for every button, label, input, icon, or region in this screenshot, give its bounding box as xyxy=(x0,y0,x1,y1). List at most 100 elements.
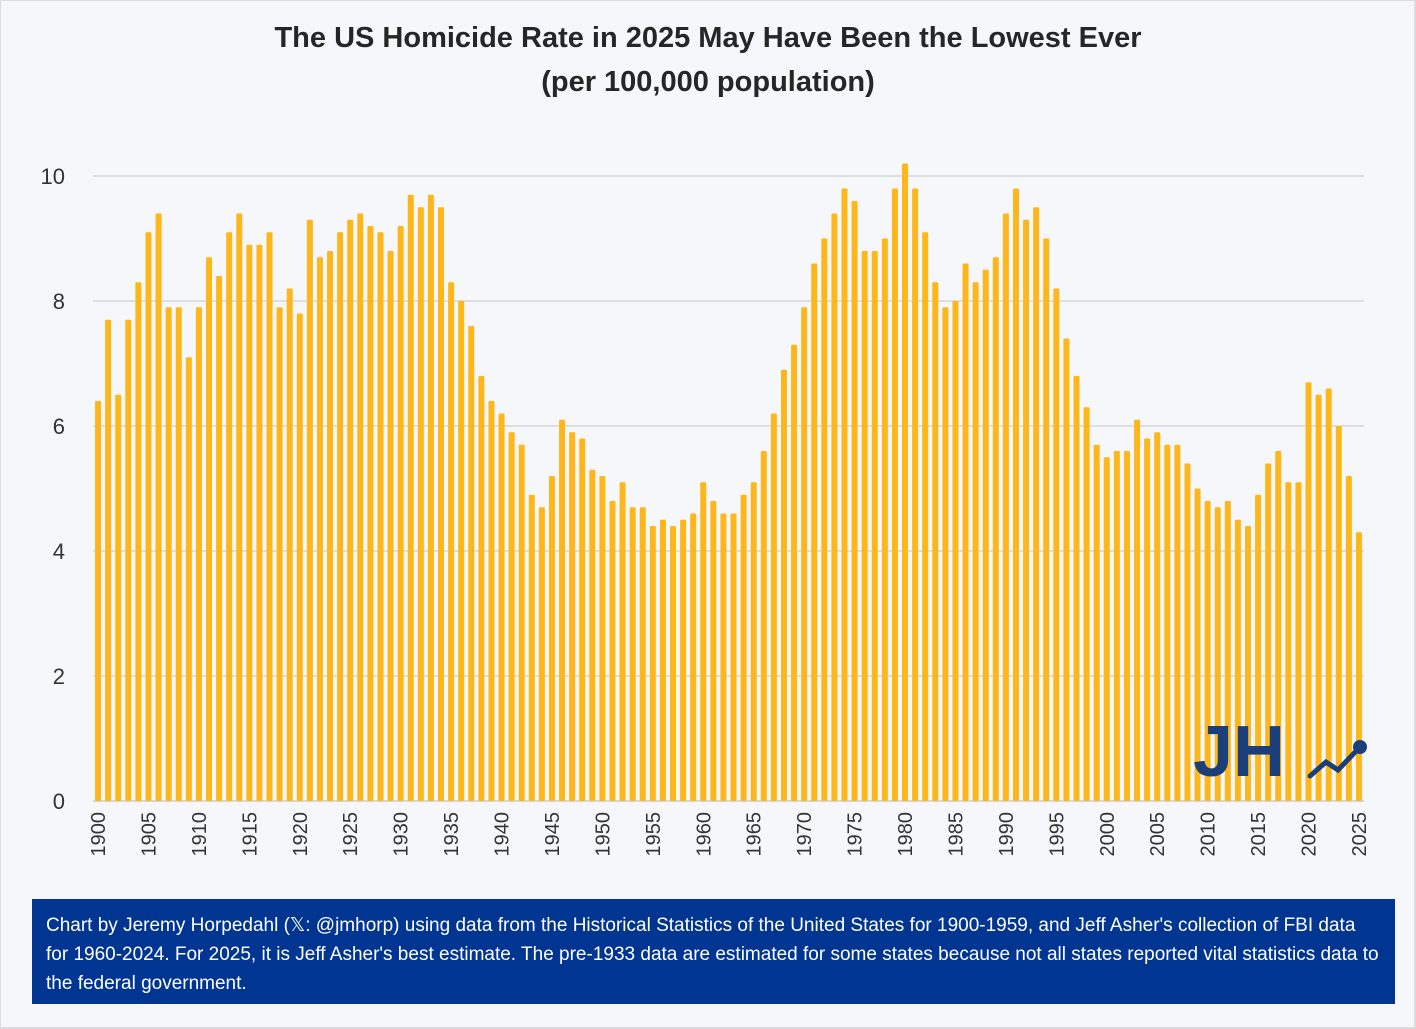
x-tick-label: 1990 xyxy=(996,812,1018,857)
bar-1937 xyxy=(468,326,475,801)
bar-1985 xyxy=(952,301,959,801)
bar-1994 xyxy=(1043,238,1050,801)
x-tick-label: 1905 xyxy=(138,812,160,857)
chart-subtitle: (per 100,000 population) xyxy=(541,66,875,98)
bar-1930 xyxy=(397,226,404,801)
x-tick-label: 1920 xyxy=(290,812,312,857)
y-tick-label: 8 xyxy=(53,289,65,314)
bar-1968 xyxy=(780,369,787,801)
bar-2025 xyxy=(1355,532,1362,801)
x-tick-label: 1940 xyxy=(492,812,514,857)
bar-1962 xyxy=(720,513,727,801)
x-tick-label: 1950 xyxy=(592,812,614,857)
bar-1976 xyxy=(861,251,868,801)
bar-1918 xyxy=(276,307,283,801)
bar-1991 xyxy=(1012,188,1019,801)
bar-2021 xyxy=(1315,394,1322,801)
bar-1971 xyxy=(811,263,818,801)
bar-1940 xyxy=(498,413,505,801)
bar-1953 xyxy=(629,507,636,801)
bar-1969 xyxy=(791,344,798,801)
y-tick-label: 2 xyxy=(53,664,65,689)
bar-1975 xyxy=(851,201,858,801)
bar-1966 xyxy=(760,451,767,801)
bar-1900 xyxy=(95,401,102,801)
bar-1909 xyxy=(185,357,192,801)
x-tick-label: 2005 xyxy=(1147,812,1169,857)
bar-1977 xyxy=(871,251,878,801)
bar-1974 xyxy=(841,188,848,801)
bar-1978 xyxy=(881,238,888,801)
bar-1995 xyxy=(1053,288,1060,801)
bar-1984 xyxy=(942,307,949,801)
bar-1929 xyxy=(387,251,394,801)
bar-1931 xyxy=(407,194,414,801)
bar-1934 xyxy=(438,207,445,801)
bar-1960 xyxy=(700,482,707,801)
bar-2011 xyxy=(1214,507,1221,801)
bar-1917 xyxy=(266,232,273,801)
bar-2015 xyxy=(1255,494,1262,801)
bar-1936 xyxy=(458,301,465,801)
x-tick-label: 1995 xyxy=(1046,812,1068,857)
bar-1959 xyxy=(690,513,697,801)
bar-1915 xyxy=(246,244,253,801)
bar-2014 xyxy=(1244,526,1251,801)
bar-2022 xyxy=(1325,388,1332,801)
x-tick-label: 1960 xyxy=(693,812,715,857)
bar-1919 xyxy=(286,288,293,801)
bar-2002 xyxy=(1123,451,1130,801)
bar-2006 xyxy=(1164,444,1171,801)
bar-1961 xyxy=(710,501,717,801)
bar-1998 xyxy=(1083,407,1090,801)
bar-2008 xyxy=(1184,463,1191,801)
bar-1939 xyxy=(488,401,495,801)
bar-1946 xyxy=(559,419,566,801)
bar-1908 xyxy=(175,307,182,801)
bar-1967 xyxy=(770,413,777,801)
x-tick-label: 1930 xyxy=(391,812,413,857)
bars xyxy=(95,163,1362,801)
gridlines xyxy=(93,175,1364,802)
bar-1905 xyxy=(145,232,152,801)
bar-1958 xyxy=(680,519,687,801)
bar-1924 xyxy=(337,232,344,801)
bar-1912 xyxy=(216,276,223,801)
bar-1955 xyxy=(649,526,656,801)
x-tick-label: 1910 xyxy=(189,812,211,857)
bar-1907 xyxy=(165,307,172,801)
bar-1972 xyxy=(821,238,828,801)
bar-1973 xyxy=(831,213,838,801)
bar-1913 xyxy=(226,232,233,801)
bar-2012 xyxy=(1224,501,1231,801)
bar-2009 xyxy=(1194,488,1201,801)
bar-1951 xyxy=(609,501,616,801)
x-tick-label: 1900 xyxy=(88,812,110,857)
bar-1982 xyxy=(922,232,929,801)
bar-1990 xyxy=(1002,213,1009,801)
x-tick-label: 1985 xyxy=(945,812,967,857)
bar-1948 xyxy=(579,438,586,801)
bar-1920 xyxy=(296,313,303,801)
bar-1901 xyxy=(105,319,112,801)
bar-1993 xyxy=(1033,207,1040,801)
bar-1927 xyxy=(367,226,374,801)
bar-2010 xyxy=(1204,501,1211,801)
x-axis-ticks: 1900 1905 1910 1915 1920 1925 1930 1935 1940 1945… xyxy=(88,812,1371,857)
bar-2013 xyxy=(1234,519,1241,801)
bar-1925 xyxy=(347,219,354,801)
chart-title: The US Homicide Rate in 2025 May Have Be… xyxy=(274,22,1142,54)
bar-1957 xyxy=(670,526,677,801)
bar-1956 xyxy=(659,519,666,801)
x-tick-label: 2025 xyxy=(1349,812,1371,857)
bar-1952 xyxy=(619,482,626,801)
bar-1903 xyxy=(125,319,132,801)
bar-1906 xyxy=(155,213,162,801)
bar-1922 xyxy=(316,257,323,801)
x-tick-label: 1925 xyxy=(340,812,362,857)
bar-1911 xyxy=(206,257,213,801)
bar-1987 xyxy=(972,282,979,801)
x-tick-label: 1980 xyxy=(895,812,917,857)
bar-2007 xyxy=(1174,444,1181,801)
x-tick-label: 1935 xyxy=(441,812,463,857)
